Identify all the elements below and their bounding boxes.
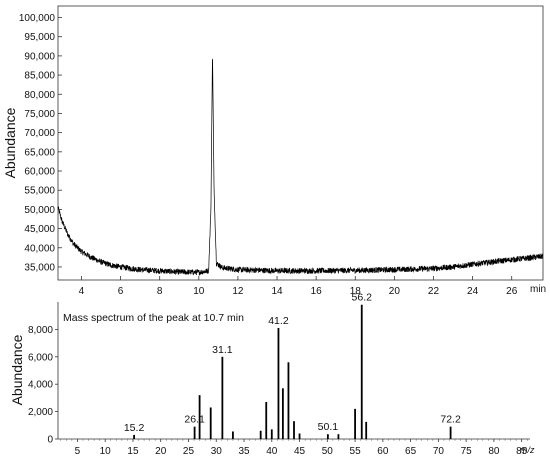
- ms-x-tick-label: 50: [322, 446, 334, 457]
- ms-x-tick-label: 15: [127, 446, 139, 457]
- ms-peak-label: 50.1: [318, 421, 339, 433]
- ms-peak-bar: [360, 304, 363, 439]
- ms-x-tick-label: 30: [211, 446, 223, 457]
- ms-x-ticks: 5 10 15 20 25 30 35 40 45 50 55 60 65 70 75 80 85: [60, 439, 528, 457]
- ms-peak-bar: [198, 395, 201, 439]
- chromatogram-x-tick-label: 12: [232, 286, 244, 297]
- chromatogram-y-tick-label: 100,000: [19, 13, 56, 24]
- chromatogram-y-tick-label: 80,000: [24, 90, 55, 101]
- ms-peak-bar: [326, 434, 329, 439]
- ms-x-tick-label: 45: [294, 446, 306, 457]
- chromatogram-x-tick-label: 18: [350, 286, 362, 297]
- chromatogram-x-tick-label: 6: [118, 286, 124, 297]
- chromatogram-y-tick-label: 45,000: [24, 224, 55, 235]
- chromatogram-x-tick-label: 14: [271, 286, 283, 297]
- chromatogram-plot-frame: [57, 5, 544, 281]
- ms-y-axis-label: Abundance: [9, 334, 25, 405]
- chromatogram-panel: 35,000 40,000 45,000 50,000 55,000 60,000 65,0…: [2, 5, 546, 297]
- ms-peak-labels: 15.2 26.1 31.1 41.2 50.1 56.2 72.2: [124, 292, 461, 434]
- chromatogram-x-ticks: 4 6 8 10 12 14 16 18 20 22 24 26: [79, 276, 518, 297]
- chromatogram-x-tick-label: 8: [157, 286, 163, 297]
- ms-y-ticks: 0 2,000 4,000 6,000 8,000: [28, 325, 58, 446]
- chromatogram-x-tick-label: 26: [506, 286, 518, 297]
- ms-peak-bar: [193, 426, 196, 439]
- ms-y-tick-label: 0: [47, 435, 53, 446]
- ms-bars: [133, 304, 452, 440]
- ms-x-tick-label: 10: [100, 446, 112, 457]
- ms-x-tick-label: 55: [350, 446, 362, 457]
- chromatogram-trace: [57, 58, 544, 276]
- chromatogram-x-tick-label: 4: [79, 286, 85, 297]
- chromatogram-x-tick-label: 20: [389, 286, 401, 297]
- ms-peak-bar: [293, 421, 295, 439]
- ms-x-tick-label: 40: [266, 446, 278, 457]
- ms-peak-bar: [221, 356, 224, 439]
- ms-peak-bar: [277, 328, 280, 439]
- chromatogram-y-ticks: 35,000 40,000 45,000 50,000 55,000 60,000 65,0…: [19, 13, 62, 273]
- ms-peak-bar: [133, 434, 135, 439]
- ms-y-tick-label: 4,000: [28, 380, 53, 391]
- ms-peak-label: 15.2: [124, 422, 145, 434]
- chromatogram-y-tick-label: 85,000: [24, 71, 55, 82]
- chromatogram-y-tick-label: 35,000: [24, 262, 55, 273]
- ms-peak-bar: [449, 426, 452, 439]
- ms-peak-bar: [209, 407, 212, 439]
- ms-peak-label: 56.2: [352, 292, 373, 304]
- ms-peak-bar: [259, 430, 262, 439]
- ms-x-tick-label: 25: [183, 446, 195, 457]
- ms-x-tick-label: 5: [75, 446, 81, 457]
- ms-peak-bar: [298, 433, 301, 439]
- ms-y-tick-label: 8,000: [28, 325, 53, 336]
- chromatogram-x-axis-label: min: [530, 284, 546, 295]
- chromatogram-y-tick-label: 75,000: [24, 109, 55, 120]
- ms-peak-label: 31.1: [212, 344, 233, 356]
- ms-x-tick-label: 35: [238, 446, 250, 457]
- ms-x-tick-label: 60: [377, 446, 389, 457]
- ms-peak-label: 26.1: [184, 414, 205, 426]
- ms-peak-bar: [287, 362, 290, 439]
- ms-peak-bar: [337, 434, 340, 439]
- ms-y-tick-label: 6,000: [28, 352, 53, 363]
- chromatogram-y-tick-label: 50,000: [24, 205, 55, 216]
- chromatogram-y-tick-label: 70,000: [24, 128, 55, 139]
- chromatogram-y-tick-label: 60,000: [24, 167, 55, 178]
- ms-peak-bar: [281, 388, 284, 439]
- ms-y-tick-label: 2,000: [28, 407, 53, 418]
- chromatogram-y-tick-label: 40,000: [24, 243, 55, 254]
- chromatogram-x-tick-label: 16: [311, 286, 323, 297]
- ms-peak-bar: [270, 429, 273, 439]
- chromatogram-y-tick-label: 65,000: [24, 147, 55, 158]
- ms-x-tick-label: 75: [461, 446, 473, 457]
- chromatogram-x-tick-label: 10: [193, 286, 205, 297]
- ms-peak-bar: [365, 421, 368, 440]
- ms-x-tick-label: 65: [405, 446, 417, 457]
- ms-peak-bar: [232, 431, 234, 439]
- chromatogram-y-tick-label: 90,000: [24, 51, 55, 62]
- ms-title: Mass spectrum of the peak at 10.7 min: [63, 312, 244, 324]
- ms-x-tick-label: 80: [488, 446, 500, 457]
- ms-peak-bar: [354, 408, 356, 439]
- ms-peak-bar: [265, 402, 268, 439]
- chromatogram-x-tick-label: 22: [428, 286, 440, 297]
- ms-peak-label: 72.2: [440, 414, 461, 426]
- ms-x-tick-label: 85: [516, 446, 528, 457]
- ms-x-tick-label: 70: [433, 446, 445, 457]
- ms-x-tick-label: 20: [155, 446, 167, 457]
- chromatogram-y-tick-label: 95,000: [24, 32, 55, 43]
- chromatogram-y-tick-label: 55,000: [24, 186, 55, 197]
- ms-peak-label: 41.2: [268, 315, 289, 327]
- chromatogram-y-axis-label: Abundance: [2, 107, 18, 178]
- ms-x-axis-label: m/z: [520, 445, 535, 455]
- chromatogram-x-tick-label: 24: [467, 286, 479, 297]
